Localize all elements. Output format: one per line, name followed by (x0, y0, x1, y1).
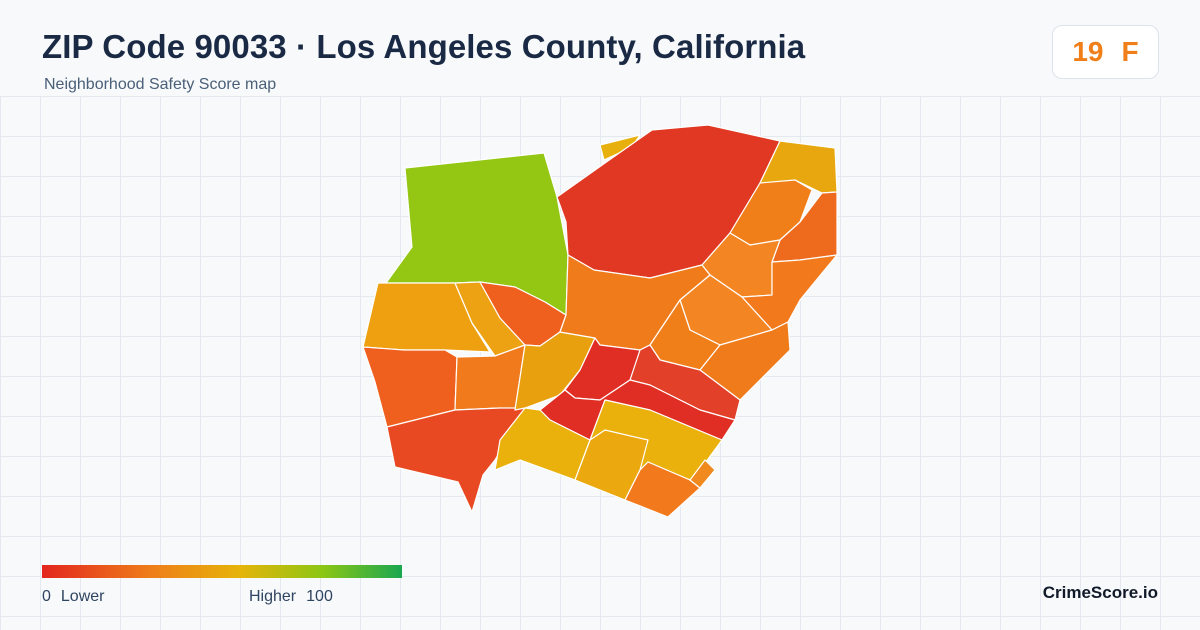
safety-score-badge: 19 F (1052, 25, 1159, 79)
map-region-south-west[interactable] (386, 407, 526, 513)
brand-logo-text: CrimeScore.io (1042, 583, 1158, 602)
page-title: ZIP Code 90033 · Los Angeles County, Cal… (42, 28, 806, 65)
map-region-east-far[interactable] (741, 254, 838, 331)
legend-gradient-bar (42, 565, 402, 578)
legend-min-label: Lower (60, 588, 105, 605)
legend-max: Higher 100 (249, 588, 333, 606)
score-grade: F (1121, 36, 1139, 67)
legend-max-label: Higher (249, 588, 297, 605)
map-region-south-small[interactable] (689, 459, 716, 489)
map-subtitle: Neighborhood Safety Score map (44, 76, 277, 93)
legend-min: 0 Lower (42, 588, 104, 606)
legend-max-value: 100 (306, 588, 333, 605)
score-value: 19 (1072, 36, 1104, 67)
map-region-southwest-mid[interactable] (454, 344, 526, 411)
legend-min-value: 0 (42, 588, 51, 605)
